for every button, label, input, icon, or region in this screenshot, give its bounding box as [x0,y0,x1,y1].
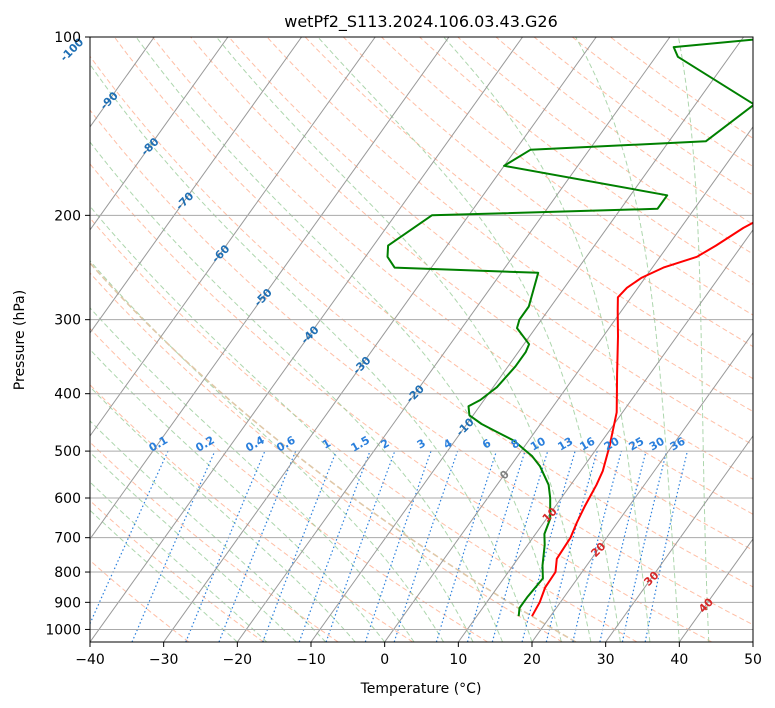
mixing-ratio-line [131,450,216,642]
temperature-profile [531,221,753,617]
dry-adiabat [457,37,753,255]
isotherm-line [457,229,753,642]
moist-adiabat [90,348,386,642]
y-axis: 1000 900 800 700 600 500 400 300 200 100 [45,30,90,638]
dry-adiabat [90,272,563,642]
plot-area [90,37,753,642]
mixing-ratio-line [325,450,396,642]
mixing-ratio-line [185,450,266,642]
y-tick-label: 400 [54,387,81,403]
dry-adiabat [152,37,753,515]
y-tick-label: 800 [54,565,81,581]
mixing-ratio-line [393,450,459,642]
moist-adiabat [90,63,533,642]
isotherm-line [163,37,597,642]
moist-adiabat [90,420,327,642]
x-tick-label: 10 [449,652,467,668]
moist-adiabat [135,37,562,642]
plot-frame [89,36,754,643]
mixing-ratio-line [599,450,647,642]
dry-adiabat [90,327,488,642]
dry-adiabat [266,37,753,413]
surface-dry-adiabat [90,261,577,642]
moist-adiabat [317,37,621,642]
mixing-ratio-line [572,450,622,642]
isotherm-line [90,37,523,642]
dry-adiabat [228,37,753,446]
isotherm-line [384,125,753,642]
isotherm-line [236,37,671,642]
isotherm-line [90,37,229,231]
isotherm-line [90,37,302,334]
x-axis-title: Temperature (°C) [360,681,482,697]
x-tick-label: −20 [223,652,253,668]
dry-adiabat [90,109,753,626]
isotherm-line [678,538,753,642]
chart-title: wetPf2_S113.2024.106.03.43.G26 [284,12,558,32]
y-tick-label: 100 [54,30,81,46]
dry-adiabat [495,37,753,225]
moist-adiabat [90,205,474,642]
dry-adiabat [90,441,339,642]
mixing-ratio-line [491,450,549,642]
dry-adiabat [90,55,753,588]
y-tick-label: 700 [54,531,81,547]
dewpoint-profile [386,38,753,617]
moist-adiabat [678,37,710,642]
moist-adiabat [90,260,445,642]
dry-adiabat [90,163,712,642]
x-tick-label: 40 [670,652,688,668]
dry-adiabat [304,37,753,380]
x-tick-label: 20 [523,652,541,668]
moist-adiabat [90,386,356,642]
x-tick-label: −30 [149,652,179,668]
dry-adiabat [381,37,753,316]
x-tick-label: −10 [296,652,326,668]
moist-adiabat [216,37,592,642]
x-tick-label: −40 [75,652,105,668]
isotherm-line [310,37,744,642]
y-tick-label: 900 [54,595,81,611]
mixing-ratio-line [90,450,169,626]
moist-adiabat [90,141,503,642]
dry-adiabat [90,217,638,642]
y-tick-label: 200 [54,208,81,224]
mixing-ratio-line [466,450,526,642]
mixing-ratio-line [644,450,688,642]
x-tick-label: 50 [744,652,762,668]
y-tick-label: 600 [54,491,81,507]
mixing-ratio-line [364,450,432,642]
isotherm-line [90,37,376,437]
y-tick-label: 1000 [45,622,81,638]
y-axis-title: Pressure (hPa) [12,290,28,390]
y-tick-label: 300 [54,313,81,329]
isotherm-line [90,37,450,540]
x-tick-label: 0 [380,652,389,668]
moist-adiabat [443,37,651,642]
x-tick-label: 30 [597,652,615,668]
isotherm-line [605,435,753,642]
dry-adiabat [113,37,753,551]
dry-adiabat [90,500,264,642]
mixing-ratio-line [521,450,576,642]
x-axis: −40 −30 −20 −10 0 10 20 30 40 50 [75,642,762,668]
moist-adiabat [575,37,680,642]
mixing-ratio-line [435,450,498,642]
y-tick-label: 500 [54,444,81,460]
mixing-ratio-line [621,450,668,642]
isotherm-line [531,332,753,642]
